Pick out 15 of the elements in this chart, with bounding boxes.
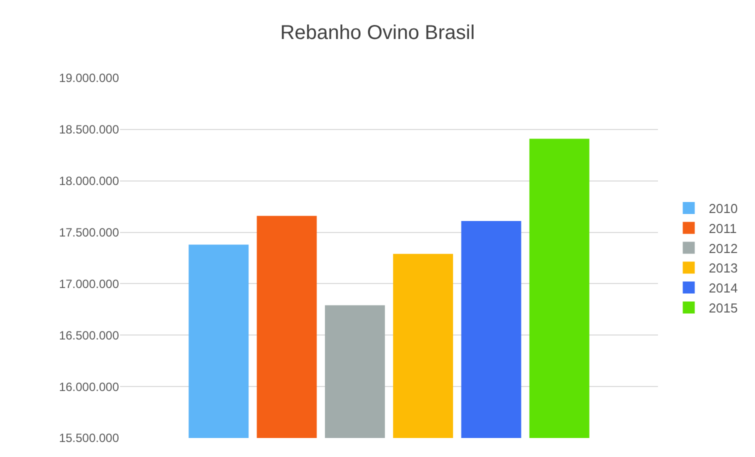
y-tick-label: 16.500.000 [58,328,120,342]
legend-label: 2011 [708,220,737,236]
y-tick-label: 18.000.000 [58,174,120,188]
y-tick-label: 17.500.000 [58,225,120,240]
y-tick-label: 19.000.000 [58,71,120,86]
y-tick-label: 15.500.000 [58,431,120,446]
y-tick-label: 17.000.000 [58,276,120,291]
legend-label: 2013 [708,260,738,276]
y-tick-label: 18.500.000 [58,122,120,137]
legend-label: 2010 [708,201,738,216]
legend-label: 2015 [708,300,738,316]
chart-title: Rebanho Ovino Brasil [280,22,475,44]
legend-label: 2012 [708,240,738,256]
y-tick-label: 16.000.000 [58,380,120,394]
legend-label: 2014 [708,280,738,296]
